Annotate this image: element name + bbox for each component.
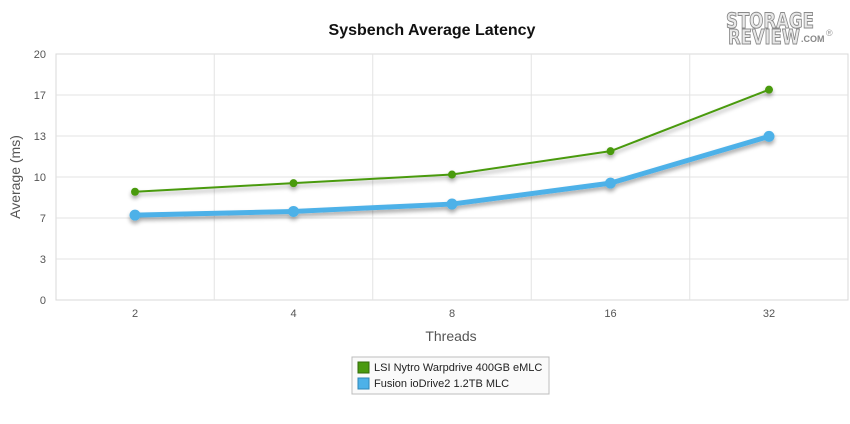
data-point [606,147,615,156]
x-tick-label: 2 [132,308,138,320]
series-1 [129,130,775,221]
x-tick-labels: 2 4 8 16 32 [132,308,775,320]
y-axis-label: Average (ms) [7,135,23,219]
data-point [288,205,299,217]
y-tick-label: 20 [34,49,46,61]
x-tick-label: 32 [763,308,775,320]
x-tick-label: 4 [290,308,296,320]
y-tick-label: 10 [34,172,46,184]
x-tick-label: 8 [449,308,455,320]
data-point [289,179,298,188]
data-point [763,130,775,142]
legend-swatch-lsi [357,361,370,374]
legend-box [351,356,550,395]
series-layer [129,85,775,221]
data-point [765,85,773,94]
logo: STORAGE ® REVIEW .COM [726,9,834,50]
data-point [129,209,141,221]
legend-swatch-fusion [357,377,370,390]
series-0 [131,85,773,196]
y-tick-label: 7 [40,213,46,225]
logo-line2: REVIEW [728,25,800,49]
data-point [448,170,456,179]
y-tick-label: 17 [34,90,46,102]
y-tick-labels: 0 3 7 10 13 17 20 [34,49,46,307]
data-point [605,177,616,189]
chart-title: Sysbench Average Latency [329,22,536,39]
x-axis-label: Threads [425,328,476,344]
y-tick-label: 3 [40,254,46,266]
y-tick-label: 0 [40,295,46,307]
data-point [131,187,139,196]
x-tick-label: 16 [604,308,616,320]
logo-suffix: .COM [801,34,825,44]
legend-label-lsi: LSI Nytro Warpdrive 400GB eMLC [374,362,542,374]
legend-label-fusion: Fusion ioDrive2 1.2TB MLC [374,378,509,390]
data-point [446,198,458,210]
logo-line1: STORAGE [726,9,814,33]
y-tick-label: 13 [34,131,46,143]
legend: LSI Nytro Warpdrive 400GB eMLC Fusion io… [351,356,550,395]
logo-mark: ® [826,28,833,38]
